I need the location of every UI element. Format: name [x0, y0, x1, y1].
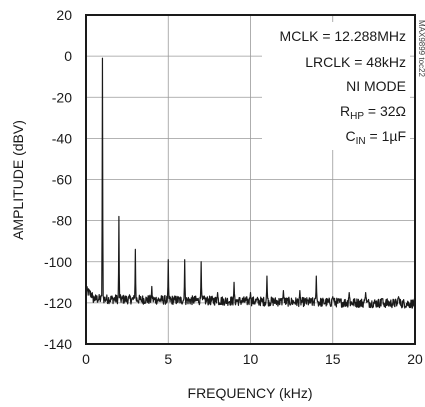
side-reference-label: MAX9899 toc22	[417, 20, 425, 77]
y-tick-label: 20	[56, 7, 72, 23]
spectrum-trace	[85, 57, 416, 309]
annotation-rhp: RHP = 32Ω	[340, 103, 406, 122]
annotation-lrclk: LRCLK = 48kHz	[305, 54, 406, 70]
x-tick-label: 20	[407, 351, 423, 367]
y-tick-label: 0	[64, 48, 72, 64]
annotation-rhp-symbol: R	[340, 103, 350, 119]
y-tick-label: -80	[52, 213, 72, 229]
annotation-mclk: MCLK = 12.288MHz	[280, 28, 406, 44]
y-tick-label: -140	[44, 336, 72, 352]
y-axis-title: AMPLITUDE (dBV)	[10, 120, 26, 240]
annotation-backdrop	[262, 22, 410, 150]
y-tick-label: -100	[44, 254, 72, 270]
x-axis-title: FREQUENCY (kHz)	[188, 385, 313, 401]
y-tick-label: -60	[52, 172, 72, 188]
annotation-cin-symbol: C	[346, 128, 356, 144]
annotation-cin: CIN = 1µF	[346, 128, 406, 147]
plot-frame	[85, 14, 416, 345]
y-tick-label: -20	[52, 89, 72, 105]
x-tick-label: 10	[243, 351, 259, 367]
annotation-rhp-subscript: HP	[350, 111, 364, 122]
x-tick-label: 0	[82, 351, 90, 367]
x-tick-label: 15	[325, 351, 341, 367]
annotation-cin-subscript: IN	[356, 136, 366, 147]
x-tick-labels: 0 5 10 15 20	[82, 351, 423, 367]
annotation-rhp-value: = 32Ω	[364, 103, 406, 119]
y-tick-labels: 20 0 -20 -40 -60 -80 -100 -120 -140	[44, 7, 72, 352]
annotation-cin-value: = 1µF	[366, 128, 406, 144]
y-tick-label: -120	[44, 295, 72, 311]
legend-annotations: MCLK = 12.288MHz LRCLK = 48kHz NI MODE R…	[262, 22, 410, 150]
x-tick-label: 5	[164, 351, 172, 367]
y-tick-label: -40	[52, 130, 72, 146]
annotation-mode: NI MODE	[346, 78, 406, 94]
